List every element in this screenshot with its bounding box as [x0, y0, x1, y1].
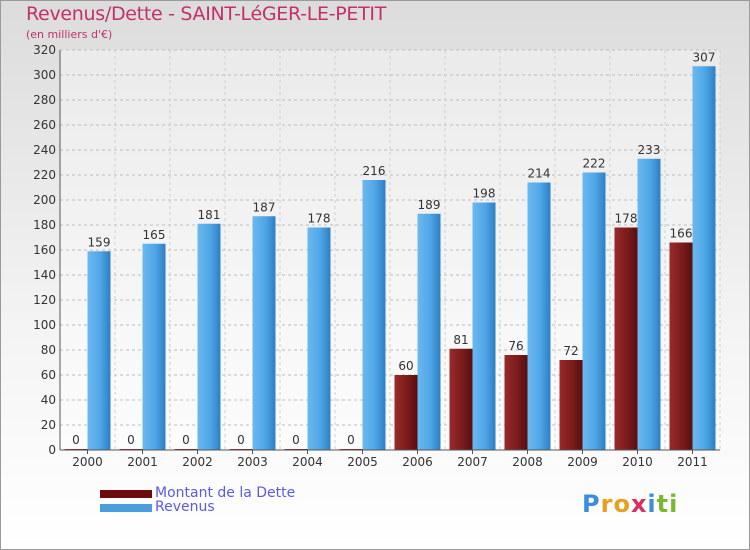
data-label-dette-2011: 166: [670, 227, 693, 241]
data-label-revenus-2003: 187: [253, 200, 276, 214]
y-tick-label: 120: [33, 293, 56, 307]
legend-swatch-revenus: [100, 504, 152, 512]
x-tick-label-2011: 2011: [677, 455, 708, 469]
data-label-revenus-2001: 165: [143, 228, 166, 242]
bar-revenus-2005: [362, 180, 386, 450]
data-label-revenus-2004: 178: [308, 212, 331, 226]
data-label-revenus-2006: 189: [418, 198, 441, 212]
x-tick-label-2009: 2009: [567, 455, 598, 469]
x-tick-label-2002: 2002: [182, 455, 213, 469]
bar-revenus-2003: [252, 216, 276, 450]
bar-revenus-2008: [527, 182, 551, 450]
logo-letter: o: [613, 490, 631, 518]
bar-revenus-2004: [307, 227, 331, 450]
bar-revenus-2007: [472, 202, 496, 450]
bar-revenus-2006: [417, 213, 441, 450]
bar-dette-2009: [559, 360, 583, 450]
data-label-revenus-2000: 159: [88, 235, 111, 249]
x-tick-label-2001: 2001: [127, 455, 158, 469]
bar-dette-2006: [394, 375, 418, 450]
bar-dette-2011: [669, 242, 693, 450]
chart-subtitle: (en milliers d'€): [26, 28, 113, 41]
bar-dette-2008: [504, 355, 528, 450]
y-tick-label: 220: [33, 168, 56, 182]
y-tick-label: 160: [33, 243, 56, 257]
data-label-dette-2007: 81: [453, 333, 468, 347]
bar-revenus-2009: [582, 172, 606, 450]
logo-letter: P: [582, 490, 601, 518]
bar-revenus-2001: [142, 243, 166, 450]
x-tick-label-2000: 2000: [72, 455, 103, 469]
data-label-dette-2005: 0: [347, 433, 355, 447]
logo-letter: x: [630, 490, 648, 518]
y-tick-label: 140: [33, 268, 56, 282]
data-label-dette-2001: 0: [127, 433, 135, 447]
data-label-dette-2009: 72: [563, 344, 578, 358]
bar-revenus-2011: [692, 66, 716, 450]
y-tick-label: 200: [33, 193, 56, 207]
x-tick-label-2010: 2010: [622, 455, 653, 469]
logo-letter: i: [669, 490, 679, 518]
bar-revenus-2002: [197, 223, 221, 450]
y-tick-label: 280: [33, 93, 56, 107]
x-tick-label-2007: 2007: [457, 455, 488, 469]
y-tick-label: 60: [41, 368, 56, 382]
logo-letter: t: [656, 490, 670, 518]
data-label-revenus-2010: 233: [638, 143, 661, 157]
y-tick-label: 240: [33, 143, 56, 157]
data-label-dette-2000: 0: [72, 433, 80, 447]
data-label-revenus-2009: 222: [583, 157, 606, 171]
data-label-revenus-2005: 216: [363, 164, 386, 178]
chart-title: Revenus/Dette - SAINT-LéGER-LE-PETIT: [26, 3, 387, 25]
data-label-dette-2004: 0: [292, 433, 300, 447]
y-tick-label: 40: [41, 393, 56, 407]
bar-dette-2010: [614, 227, 638, 450]
logo-letter: r: [600, 490, 614, 518]
x-tick-label-2006: 2006: [402, 455, 433, 469]
data-label-dette-2002: 0: [182, 433, 190, 447]
y-tick-label: 260: [33, 118, 56, 132]
y-tick-label: 0: [48, 443, 56, 457]
data-label-revenus-2002: 181: [198, 208, 221, 222]
x-tick-label-2008: 2008: [512, 455, 543, 469]
bar-revenus-2000: [87, 251, 111, 450]
data-label-revenus-2011: 307: [693, 50, 716, 64]
x-tick-label-2005: 2005: [347, 455, 378, 469]
data-label-revenus-2007: 198: [473, 187, 496, 201]
legend-label-dette: Montant de la Dette: [155, 485, 296, 501]
x-tick-label-2003: 2003: [237, 455, 268, 469]
data-label-revenus-2008: 214: [528, 167, 551, 181]
y-tick-label: 100: [33, 318, 56, 332]
logo-letter: i: [647, 490, 657, 518]
y-tick-label: 20: [41, 418, 56, 432]
data-label-dette-2010: 178: [615, 212, 638, 226]
data-label-dette-2006: 60: [398, 359, 413, 373]
legend-label-revenus: Revenus: [155, 499, 215, 515]
y-tick-label: 300: [33, 68, 56, 82]
bar-revenus-2010: [637, 158, 661, 450]
proxiti-logo: Proxiti: [582, 490, 678, 518]
data-label-dette-2008: 76: [508, 339, 523, 353]
data-label-dette-2003: 0: [237, 433, 245, 447]
y-tick-label: 320: [33, 43, 56, 57]
y-tick-label: 180: [33, 218, 56, 232]
legend-swatch-dette: [100, 490, 152, 498]
y-tick-label: 80: [41, 343, 56, 357]
x-tick-label-2004: 2004: [292, 455, 323, 469]
bar-dette-2007: [449, 348, 473, 450]
